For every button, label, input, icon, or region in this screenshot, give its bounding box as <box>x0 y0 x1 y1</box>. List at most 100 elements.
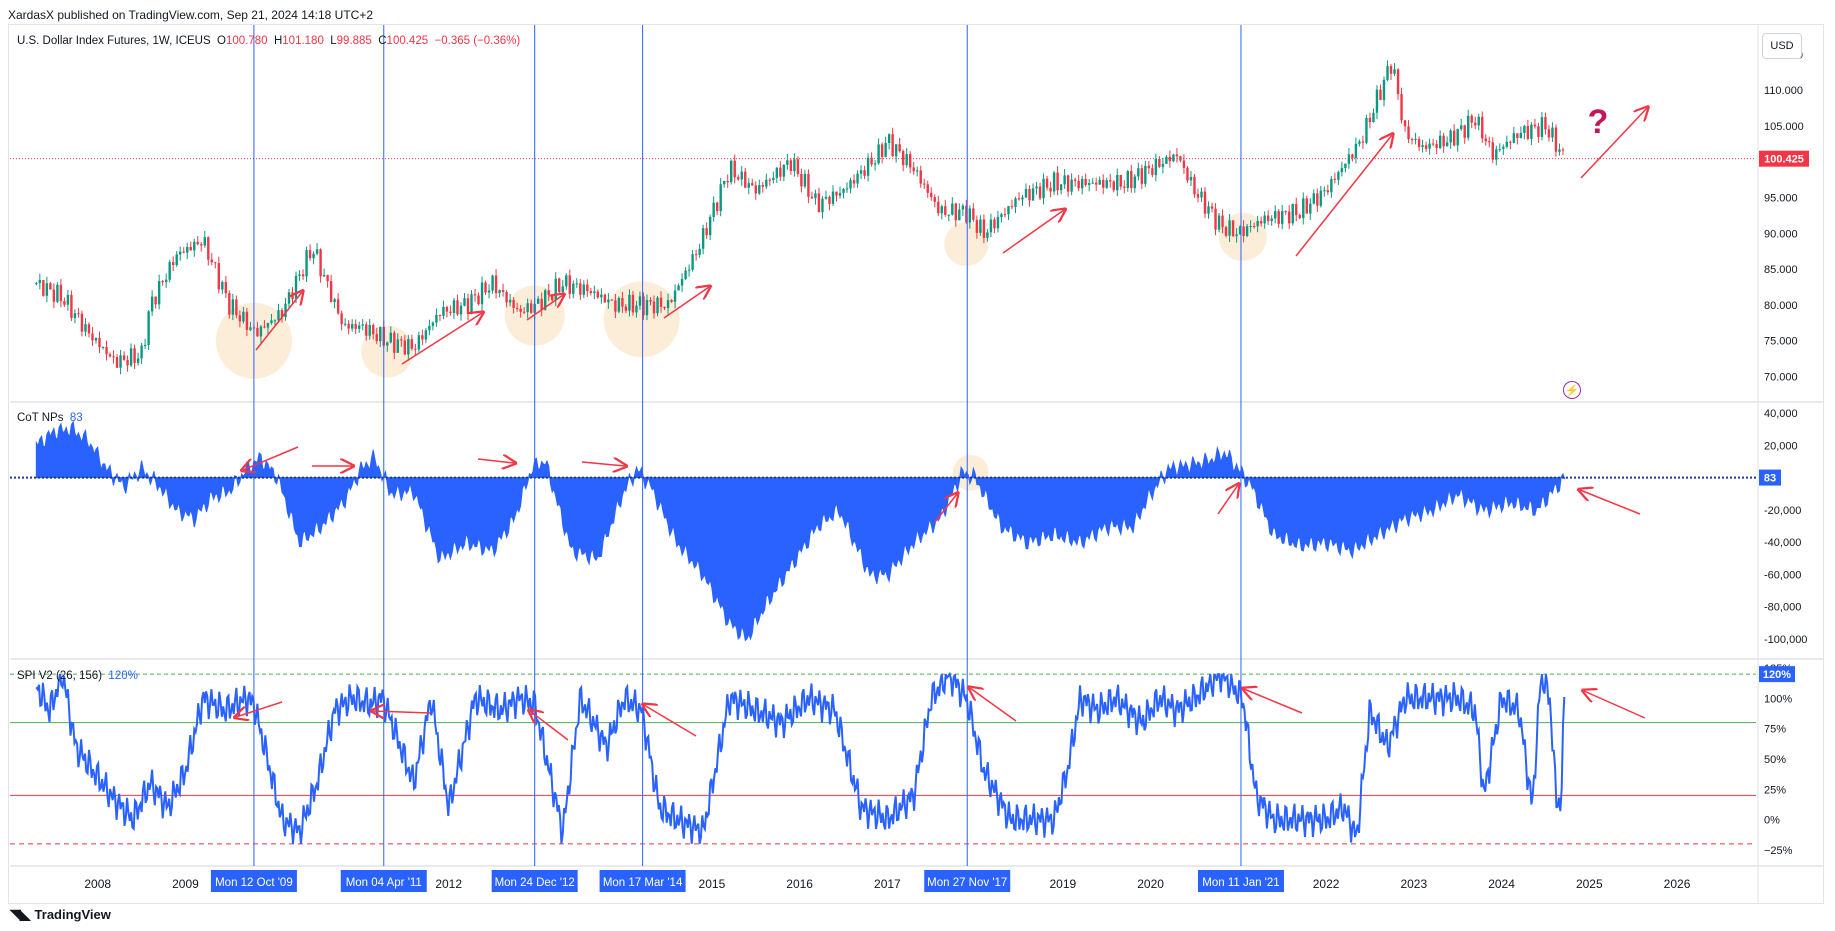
price-candle <box>838 192 842 196</box>
price-candle <box>1554 127 1558 152</box>
price-candle <box>880 144 884 157</box>
price-candle <box>694 254 698 256</box>
price-candle <box>326 274 329 282</box>
price-candle <box>1445 142 1449 147</box>
price-candle <box>1316 193 1319 206</box>
price-candle <box>529 303 533 313</box>
price-candle <box>1442 135 1445 147</box>
price-candle <box>979 219 982 233</box>
price-candle <box>1498 148 1502 150</box>
price-candle <box>396 339 400 353</box>
price-candle <box>1505 141 1509 147</box>
price-candle <box>575 283 578 285</box>
price-candle <box>1172 154 1175 162</box>
price-candle <box>305 250 308 277</box>
price-candle <box>1259 221 1263 224</box>
price-candle <box>579 283 582 295</box>
price-candle <box>119 355 122 368</box>
price-candle <box>1087 183 1091 185</box>
price-candle <box>894 144 898 157</box>
price-candle <box>512 299 515 308</box>
price-candle <box>1309 203 1312 214</box>
tradingview-logo[interactable]: ◥◣ TradingView <box>10 906 111 923</box>
price-candle <box>1186 167 1189 181</box>
price-candle <box>768 179 772 181</box>
price-candle <box>786 160 789 165</box>
price-candle <box>484 282 487 293</box>
price-candle <box>617 297 621 312</box>
price-candle <box>1452 130 1456 146</box>
price-candle <box>1319 190 1323 206</box>
price-candle <box>845 188 849 190</box>
red-arrow <box>1580 490 1641 515</box>
price-candle <box>610 299 614 301</box>
price-candle <box>1196 194 1200 198</box>
price-candle <box>1056 172 1059 191</box>
price-candle <box>235 299 238 316</box>
price-candle <box>1179 156 1182 161</box>
close-value: 100.425 <box>386 35 429 47</box>
price-candle <box>129 348 133 366</box>
price-candle <box>1407 126 1410 140</box>
price-candle <box>105 347 108 355</box>
publisher-note: XardasX published on TradingView.com, Se… <box>8 8 374 22</box>
price-candle <box>1161 163 1165 167</box>
price-candle <box>403 340 407 355</box>
red-arrow <box>644 705 697 737</box>
price-candle <box>1070 179 1073 192</box>
price-candle <box>336 299 340 314</box>
cot-area <box>35 420 1566 642</box>
price-candle <box>1266 215 1270 221</box>
price-candle <box>1245 226 1249 236</box>
y-tick-label: 90.000 <box>1764 228 1798 240</box>
price-candle <box>186 246 189 253</box>
price-candle <box>1256 221 1259 227</box>
y-tick-label: 75.000 <box>1764 336 1798 348</box>
price-candle <box>793 159 796 172</box>
price-candle <box>101 347 105 349</box>
price-candle <box>765 179 768 187</box>
lightning-icon[interactable]: ⚡ <box>1563 381 1581 399</box>
price-candle <box>677 285 680 291</box>
price-candle <box>379 326 382 342</box>
red-arrow <box>934 494 957 523</box>
price-candle <box>842 189 845 193</box>
price-candle <box>414 348 417 350</box>
price-candle <box>1242 226 1245 236</box>
price-candle <box>561 286 564 293</box>
y-tick-label: 25% <box>1764 784 1786 796</box>
date-marker-box <box>924 870 1011 892</box>
price-candle <box>77 313 80 315</box>
price-candle <box>642 296 645 316</box>
y-tick-label: 100% <box>1764 693 1792 705</box>
price-candle <box>1063 175 1066 185</box>
highlight-circle <box>944 222 989 267</box>
spi-series <box>10 671 1756 845</box>
price-candle <box>115 357 119 368</box>
price-candle <box>589 291 593 293</box>
price-candle <box>1288 211 1291 224</box>
date-marker-box <box>210 870 297 892</box>
price-candle <box>256 327 259 337</box>
price-candle <box>638 296 642 306</box>
price-candle <box>624 306 628 311</box>
price-candle <box>1474 122 1477 126</box>
price-candle <box>1252 226 1256 228</box>
price-candle <box>596 291 600 298</box>
price-candle <box>1414 138 1417 140</box>
price-candle <box>1340 168 1344 173</box>
price-candle <box>1330 178 1333 193</box>
currency-button[interactable]: USD <box>1762 33 1802 59</box>
price-candle <box>1470 115 1473 123</box>
price-candle <box>112 356 115 358</box>
price-candle <box>1558 149 1561 152</box>
price-candle <box>656 297 659 314</box>
red-arrow <box>243 446 299 470</box>
price-candle <box>810 196 814 199</box>
price-candle <box>1214 208 1217 230</box>
price-candle <box>1003 214 1007 216</box>
x-tick-label: 2019 <box>1050 877 1077 891</box>
spi-value-tag <box>1759 666 1795 683</box>
price-candle <box>568 275 571 294</box>
